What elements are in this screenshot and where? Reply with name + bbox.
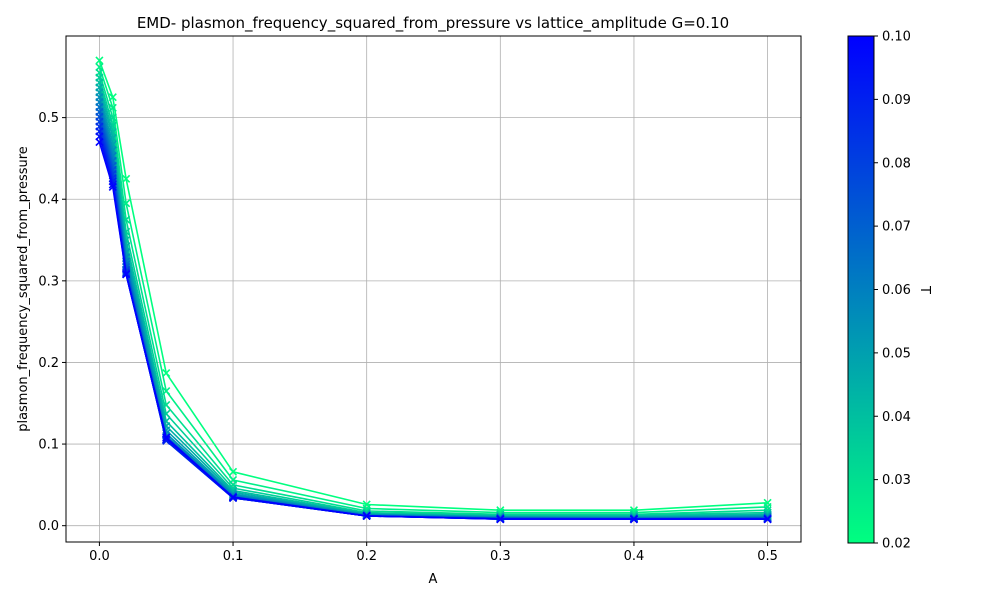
colorbar-label: T	[917, 285, 932, 294]
series-layer	[95, 56, 772, 524]
data-point-marker	[122, 270, 131, 279]
y-tick-label: 0.1	[38, 438, 59, 453]
colorbar-tick-label: 0.04	[882, 410, 911, 425]
plot-area: 0.0 0.1 0.2 0.3 0.4 0.5 0.0 0.1 0.2 0.3 0.4 0.5	[38, 35, 802, 564]
x-tick-label: 0.2	[356, 549, 377, 564]
y-tick-label: 0.5	[38, 111, 59, 126]
colorbar-gradient	[847, 35, 875, 544]
x-tick-label: 0.1	[223, 549, 244, 564]
data-point-marker	[228, 493, 238, 502]
data-point-marker	[162, 433, 171, 442]
x-tick-label: 0.5	[757, 549, 778, 564]
colorbar-ticks: 0.02 0.03 0.04 0.05 0.06 0.07 0.08 0.09 0.10	[874, 30, 911, 552]
colorbar: 0.02 0.03 0.04 0.05 0.06 0.07 0.08 0.09 0.10 T	[847, 30, 932, 552]
data-point-marker	[496, 515, 505, 524]
data-point-marker	[362, 511, 371, 520]
colorbar-tick-label: 0.08	[882, 156, 911, 171]
y-tick-label: 0.4	[38, 193, 59, 208]
x-tick-label: 0.3	[490, 549, 511, 564]
data-point-marker	[95, 138, 104, 147]
x-axis-label: A	[429, 572, 438, 587]
data-point-marker	[228, 467, 238, 476]
data-point-marker	[162, 435, 171, 444]
y-tick-label: 0.2	[38, 356, 59, 371]
colorbar-tick-label: 0.05	[882, 346, 911, 361]
colorbar-tick-label: 0.02	[882, 537, 911, 552]
y-axis-label: plasmon_frequency_squared_from_pressure	[16, 146, 31, 432]
plot-background	[66, 36, 801, 542]
colorbar-tick-label: 0.03	[882, 473, 911, 488]
x-tick-label: 0.0	[89, 549, 110, 564]
data-point-marker	[629, 515, 639, 524]
x-axis-ticks: 0.0 0.1 0.2 0.3 0.4 0.5	[89, 542, 778, 564]
plot-frame	[65, 35, 802, 543]
colorbar-tick-label: 0.10	[882, 30, 911, 45]
y-axis-ticks: 0.0 0.1 0.2 0.3 0.4 0.5	[38, 111, 66, 534]
colorbar-tick-label: 0.09	[882, 93, 911, 108]
y-tick-label: 0.0	[38, 519, 59, 534]
chart-title: EMD- plasmon_frequency_squared_from_pres…	[137, 14, 729, 33]
y-tick-label: 0.3	[38, 274, 59, 289]
x-tick-label: 0.4	[624, 549, 645, 564]
colorbar-tick-label: 0.06	[882, 283, 911, 298]
data-point-marker	[162, 368, 171, 378]
data-point-marker	[95, 56, 104, 65]
data-point-marker	[763, 515, 772, 524]
colorbar-tick-label: 0.07	[882, 220, 911, 235]
data-point-marker	[108, 182, 117, 192]
